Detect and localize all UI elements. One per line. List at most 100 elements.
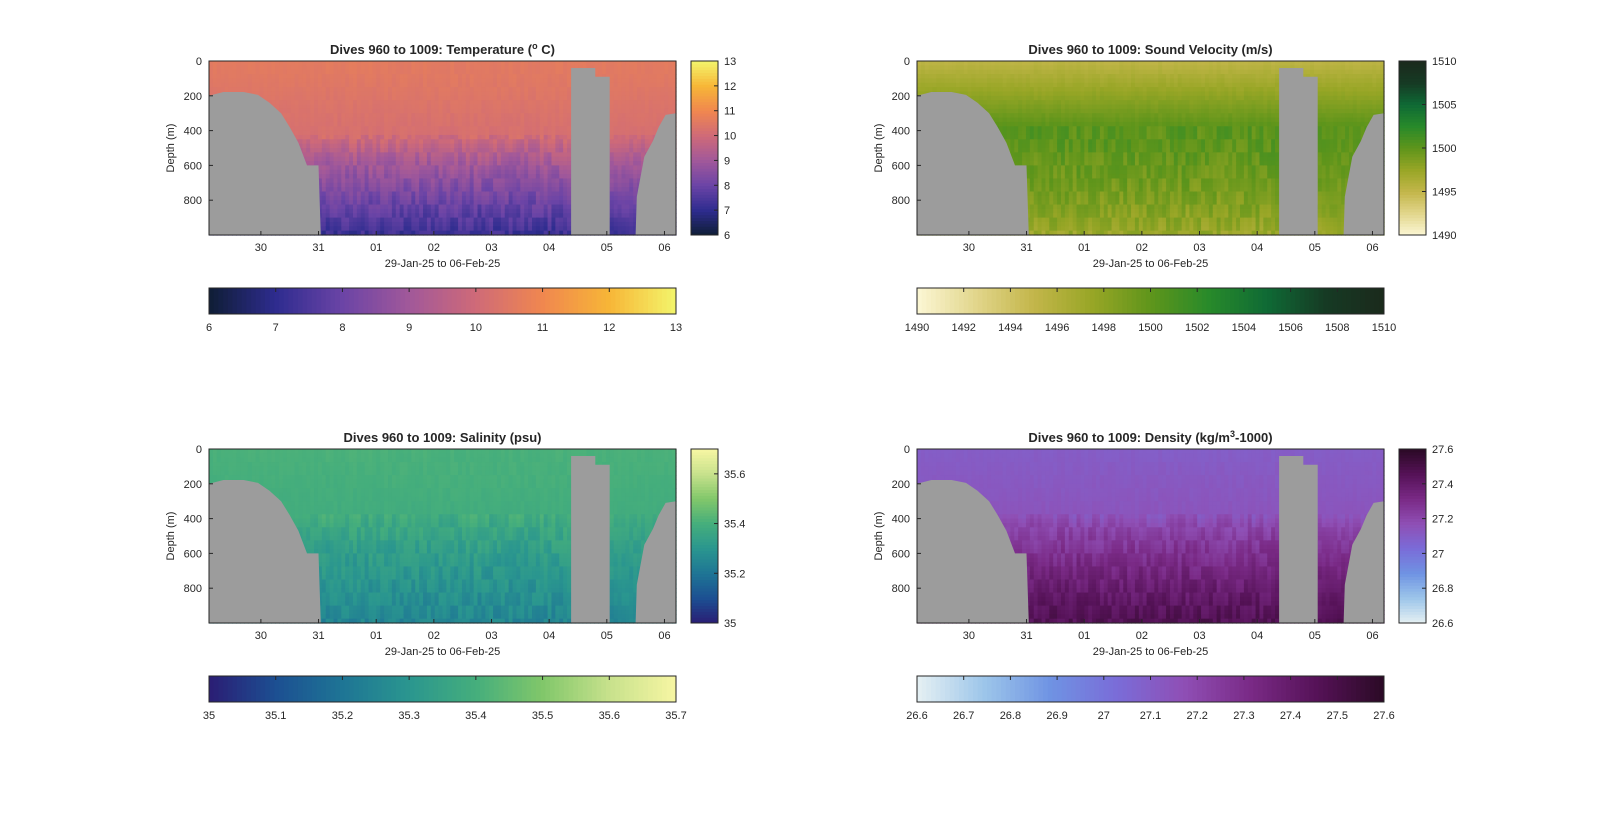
colorbar-segment <box>691 87 718 91</box>
heatmap-cell <box>403 126 409 132</box>
heatmap-cell <box>528 69 533 75</box>
heatmap-cell <box>563 182 568 188</box>
heatmap-cell <box>372 134 377 140</box>
heatmap-cell <box>539 152 545 158</box>
heatmap-cell <box>520 204 525 210</box>
heatmap-cell <box>524 69 529 75</box>
heatmap-cell <box>625 204 630 210</box>
heatmap-cell <box>617 121 623 127</box>
heatmap-cell <box>559 152 564 158</box>
heatmap-cell <box>209 87 214 93</box>
heatmap-cell <box>493 195 498 201</box>
heatmap-cell <box>617 195 623 201</box>
heatmap-cell <box>317 169 323 175</box>
heatmap-cell <box>567 134 572 140</box>
heatmap-cell <box>411 87 416 93</box>
heatmap-cell <box>329 161 335 166</box>
heatmap-cell <box>337 91 342 97</box>
heatmap-cell <box>551 87 556 93</box>
heatmap-cell <box>251 74 257 79</box>
heatmap-cell <box>298 108 303 114</box>
heatmap-cell <box>535 143 541 149</box>
heatmap-cell <box>403 152 409 158</box>
heatmap-cell <box>489 200 494 206</box>
heatmap-cell <box>321 95 327 101</box>
heatmap-cell <box>423 108 428 114</box>
heatmap-cell <box>438 134 444 140</box>
heatmap-cell <box>477 221 483 227</box>
heatmap-cell <box>329 221 335 227</box>
heatmap-cell <box>384 174 389 180</box>
heatmap-cell <box>504 165 510 171</box>
heatmap-cell <box>395 69 401 75</box>
heatmap-cell <box>407 152 412 158</box>
heatmap-cell <box>212 78 218 84</box>
heatmap-cell <box>637 78 642 84</box>
heatmap-cell <box>419 134 424 140</box>
heatmap-cell <box>656 78 662 84</box>
heatmap-cell <box>637 161 642 166</box>
heatmap-cell <box>477 165 483 171</box>
heatmap-cell <box>415 143 420 149</box>
heatmap-cell <box>613 121 619 127</box>
heatmap-cell <box>446 65 451 71</box>
heatmap-cell <box>321 178 327 184</box>
heatmap-cell <box>543 143 549 149</box>
heatmap-cell <box>559 195 564 201</box>
heatmap-cell <box>419 152 424 158</box>
heatmap-cell <box>438 156 444 162</box>
heatmap-cell <box>450 95 455 101</box>
heatmap-cell <box>555 182 560 188</box>
heatmap-cell <box>364 100 370 106</box>
heatmap-cell <box>286 104 292 110</box>
heatmap-cell <box>489 113 494 119</box>
heatmap-cell <box>407 104 412 110</box>
heatmap-cell <box>516 113 521 119</box>
heatmap-cell <box>493 108 498 114</box>
heatmap-cell <box>461 204 467 210</box>
heatmap-cell <box>559 174 564 180</box>
heatmap-cell <box>380 78 385 84</box>
heatmap-cell <box>516 200 521 206</box>
heatmap-cell <box>477 161 483 166</box>
heatmap-cell <box>430 165 436 171</box>
heatmap-cell <box>621 121 627 127</box>
heatmap-cell <box>391 87 397 93</box>
heatmap-cell <box>314 161 319 166</box>
heatmap-cell <box>349 165 354 171</box>
heatmap-cell <box>434 169 440 175</box>
heatmap-cell <box>384 121 389 127</box>
heatmap-cell <box>629 152 634 158</box>
heatmap-cell <box>333 161 339 166</box>
heatmap-cell <box>446 195 451 201</box>
heatmap-cell <box>345 213 350 219</box>
heatmap-cell <box>380 130 385 136</box>
heatmap-cell <box>368 191 374 197</box>
heatmap-cell <box>407 74 412 79</box>
heatmap-cell <box>481 126 486 132</box>
heatmap-cell <box>325 191 331 197</box>
heatmap-cell <box>395 213 401 219</box>
heatmap-cell <box>637 156 642 162</box>
heatmap-cell <box>376 130 381 136</box>
heatmap-cell <box>364 200 370 206</box>
heatmap-cell <box>423 78 428 84</box>
heatmap-cell <box>512 230 518 236</box>
heatmap-cell <box>672 65 677 71</box>
heatmap-cell <box>333 213 339 219</box>
heatmap-cell <box>559 78 564 84</box>
heatmap-cell <box>423 143 428 149</box>
heatmap-cell <box>349 152 354 158</box>
heatmap-cell <box>388 217 393 223</box>
heatmap-cell <box>454 87 459 93</box>
heatmap-cell <box>423 182 428 188</box>
heatmap-cell <box>454 91 459 97</box>
heatmap-cell <box>567 91 572 97</box>
heatmap-cell <box>356 148 362 153</box>
heatmap-cell <box>388 221 393 227</box>
heatmap-cell <box>640 126 646 132</box>
heatmap-cell <box>652 87 658 93</box>
heatmap-cell <box>407 148 412 153</box>
heatmap-cell <box>349 221 354 227</box>
heatmap-cell <box>504 117 510 123</box>
